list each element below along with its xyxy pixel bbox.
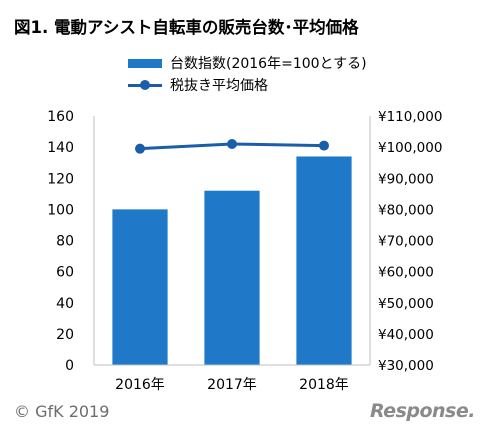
bar-2017年 [204,190,260,365]
bar-2018年 [296,156,352,365]
legend-item-bar: 台数指数(2016年=100とする) [128,52,367,74]
left-tick-label: 0 [65,358,74,374]
left-tick-label: 20 [56,327,74,343]
response-watermark: Response. [370,400,475,422]
x-tick-label: 2016年 [115,377,165,393]
chart-legend: 台数指数(2016年=100とする) 税抜き平均価格 [128,52,367,96]
right-tick-label: ¥80,000 [378,202,434,218]
bar-series [112,156,352,365]
legend-bar-swatch [128,58,162,68]
right-axis-ticks: ¥30,000 ¥40,000 ¥50,000 ¥60,000 ¥70,000 ¥80,0… [378,109,442,374]
bar-2016年 [112,209,168,365]
left-axis-ticks: 0 20 40 60 80 100 120 140 160 [47,109,74,374]
right-tick-label: ¥100,000 [378,140,442,156]
legend-label-bar: 台数指数(2016年=100とする) [170,56,367,72]
right-tick-label: ¥70,000 [378,234,434,250]
legend-label-line: 税抜き平均価格 [170,78,268,94]
price-point-2016年 [135,143,145,154]
copyright-text: © GfK 2019 [14,402,110,421]
right-tick-label: ¥60,000 [378,265,434,281]
price-point-2018年 [319,140,329,151]
left-tick-label: 60 [56,265,74,281]
left-tick-label: 80 [56,234,74,250]
left-tick-label: 40 [56,296,74,312]
right-tick-label: ¥30,000 [378,358,434,374]
right-tick-label: ¥90,000 [378,171,434,187]
legend-item-line: 税抜き平均価格 [128,74,367,96]
right-tick-label: ¥110,000 [378,109,442,125]
left-tick-label: 140 [47,140,74,156]
price-line-series [135,139,329,154]
x-tick-label: 2018年 [299,377,349,393]
axes [93,116,371,366]
left-tick-label: 120 [47,171,74,187]
x-axis-ticks: 2016年 2017年 2018年 [115,377,349,393]
chart-title: 図1. 電動アシスト自転車の販売台数･平均価格 [14,18,359,37]
right-tick-label: ¥40,000 [378,327,434,343]
left-tick-label: 100 [47,202,74,218]
legend-line-swatch [128,79,162,91]
x-tick-label: 2017年 [207,377,257,393]
right-tick-label: ¥50,000 [378,296,434,312]
left-tick-label: 160 [47,109,74,125]
price-point-2017年 [227,139,237,150]
